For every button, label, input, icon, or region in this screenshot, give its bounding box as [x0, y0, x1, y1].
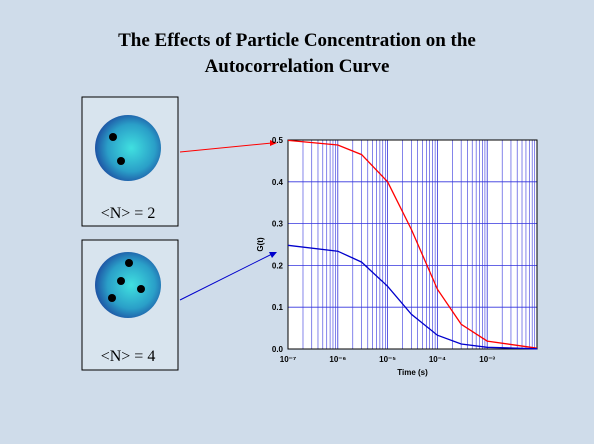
annotation: <N> = 4: [101, 348, 156, 365]
annotation: <N> = 2: [101, 205, 156, 222]
y-tick-label: 0.3: [272, 220, 284, 229]
volume: [95, 115, 161, 181]
slide: The Effects of Particle Concentration on…: [0, 0, 594, 444]
sample-box: <N> = 2: [82, 97, 178, 226]
particle: [117, 157, 125, 165]
x-axis-label: Time (s): [397, 368, 428, 377]
particle: [117, 277, 125, 285]
y-tick-label: 0.1: [272, 303, 284, 312]
title-line: The Effects of Particle Concentration on…: [118, 30, 476, 51]
y-axis-label: G(t): [256, 237, 265, 252]
particle: [137, 285, 145, 293]
y-tick-label: 0.0: [272, 345, 284, 354]
sample-box: <N> = 4: [82, 240, 178, 370]
particle: [108, 294, 116, 302]
x-tick-label: 10⁻⁶: [329, 355, 346, 364]
x-tick-label: 10⁻⁵: [379, 355, 396, 364]
particle: [109, 133, 117, 141]
particle: [125, 259, 133, 267]
x-tick-label: 10⁻⁷: [280, 355, 296, 364]
y-tick-label: 0.4: [272, 178, 284, 187]
x-tick-label: 10⁻³: [479, 355, 495, 364]
plot: 10⁻⁷ 10⁻⁶ 10⁻⁵ 10⁻⁴ 10⁻³ 0.0 0.1 0.2 0.3 0.4 0.5 Ti…: [256, 136, 537, 377]
y-tick-label: 0.5: [272, 136, 284, 145]
title-line: Autocorrelation Curve: [205, 56, 390, 77]
plot-area: [288, 140, 537, 349]
y-tick-label: 0.2: [272, 261, 284, 270]
x-tick-label: 10⁻⁴: [429, 355, 446, 364]
